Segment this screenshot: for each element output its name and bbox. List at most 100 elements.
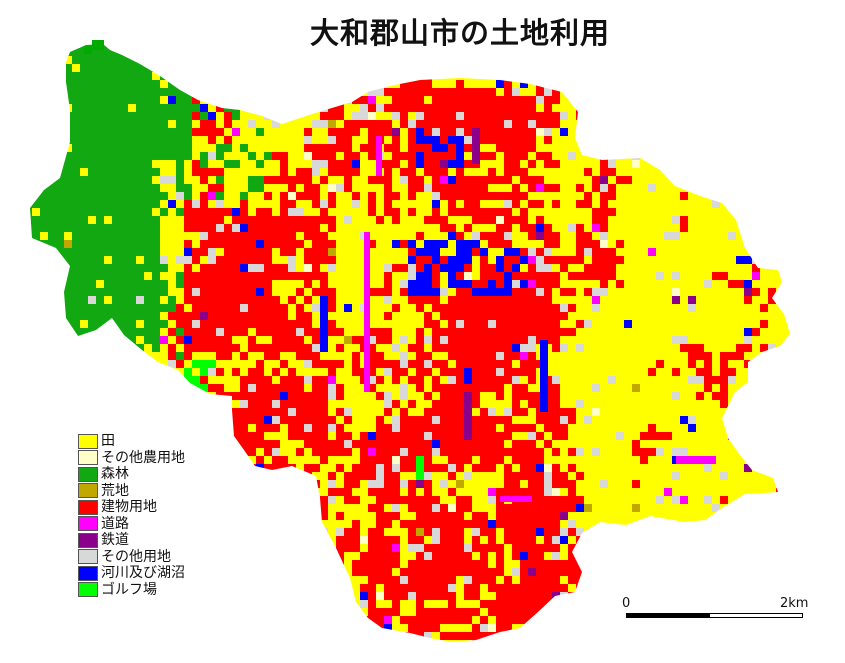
land-cell <box>264 360 272 368</box>
land-cell <box>168 136 176 144</box>
land-cell <box>80 424 88 432</box>
land-cell <box>152 248 160 256</box>
land-cell <box>80 160 88 168</box>
land-cell <box>32 336 40 344</box>
land-cell <box>648 104 656 112</box>
land-cell <box>664 432 672 440</box>
land-cell <box>552 160 560 168</box>
land-cell <box>168 384 176 392</box>
land-cell <box>472 176 480 184</box>
land-cell <box>304 448 312 456</box>
land-cell <box>136 368 144 376</box>
land-cell <box>328 48 336 56</box>
land-cell <box>512 368 520 376</box>
land-cell <box>30 288 32 296</box>
land-cell <box>544 48 552 56</box>
land-cell <box>272 80 280 88</box>
land-cell <box>312 160 320 168</box>
land-cell <box>80 296 88 304</box>
land-cell <box>240 160 248 168</box>
land-cell <box>568 328 576 336</box>
land-cell <box>728 168 736 176</box>
land-cell <box>624 48 632 56</box>
land-cell <box>112 240 120 248</box>
land-cell <box>608 48 616 56</box>
land-cell <box>152 272 160 280</box>
land-cell <box>304 208 312 216</box>
land-cell <box>704 72 712 80</box>
land-cell <box>552 312 560 320</box>
land-cell <box>768 368 776 376</box>
land-cell <box>376 248 384 256</box>
land-cell <box>528 264 536 272</box>
land-cell <box>272 192 280 200</box>
land-cell <box>704 328 712 336</box>
land-cell <box>392 192 400 200</box>
land-cell <box>464 152 472 160</box>
land-cell <box>96 152 104 160</box>
land-cell <box>416 192 424 200</box>
land-cell <box>464 44 472 48</box>
land-cell <box>64 152 72 160</box>
land-cell <box>656 88 664 96</box>
land-cell <box>576 128 584 136</box>
land-cell <box>232 416 240 424</box>
land-cell <box>488 168 496 176</box>
land-cell <box>160 120 168 128</box>
land-cell <box>40 400 48 408</box>
land-cell <box>360 440 368 448</box>
land-cell <box>32 248 40 256</box>
land-cell <box>376 96 384 104</box>
land-cell <box>32 320 40 328</box>
land-cell <box>608 96 616 104</box>
land-cell <box>80 384 88 392</box>
land-cell <box>128 288 136 296</box>
land-cell <box>80 144 88 152</box>
land-cell <box>736 328 744 336</box>
land-cell <box>288 88 296 96</box>
land-cell <box>536 320 544 328</box>
land-cell <box>528 280 536 288</box>
land-cell <box>96 96 104 104</box>
land-cell <box>504 152 512 160</box>
land-cell <box>248 448 256 456</box>
land-cell <box>64 392 72 400</box>
land-cell <box>88 416 96 424</box>
land-cell <box>200 416 208 424</box>
land-cell <box>328 216 336 224</box>
land-cell <box>680 288 688 296</box>
land-cell <box>696 224 704 232</box>
land-cell <box>360 96 368 104</box>
land-cell <box>200 72 208 80</box>
land-cell <box>224 144 232 152</box>
land-cell <box>30 240 32 248</box>
land-cell <box>336 160 344 168</box>
land-cell <box>336 280 344 288</box>
land-cell <box>440 272 448 280</box>
land-cell <box>608 200 616 208</box>
land-cell <box>88 424 96 432</box>
land-cell <box>792 360 800 368</box>
land-cell <box>472 104 480 112</box>
land-cell <box>712 96 720 104</box>
land-cell <box>528 272 536 280</box>
land-cell <box>600 192 608 200</box>
land-cell <box>280 216 288 224</box>
land-cell <box>384 48 392 56</box>
land-cell <box>688 400 696 408</box>
land-cell <box>512 312 520 320</box>
land-cell <box>320 224 328 232</box>
land-cell <box>264 120 272 128</box>
land-cell <box>560 320 568 328</box>
land-cell <box>328 224 336 232</box>
land-cell <box>736 248 744 256</box>
land-cell <box>48 88 56 96</box>
land-cell <box>696 192 704 200</box>
land-cell <box>416 128 424 136</box>
land-cell <box>576 200 584 208</box>
land-cell <box>360 144 368 152</box>
land-cell <box>632 232 640 240</box>
land-cell <box>96 136 104 144</box>
land-cell <box>568 48 576 56</box>
land-cell <box>328 168 336 176</box>
